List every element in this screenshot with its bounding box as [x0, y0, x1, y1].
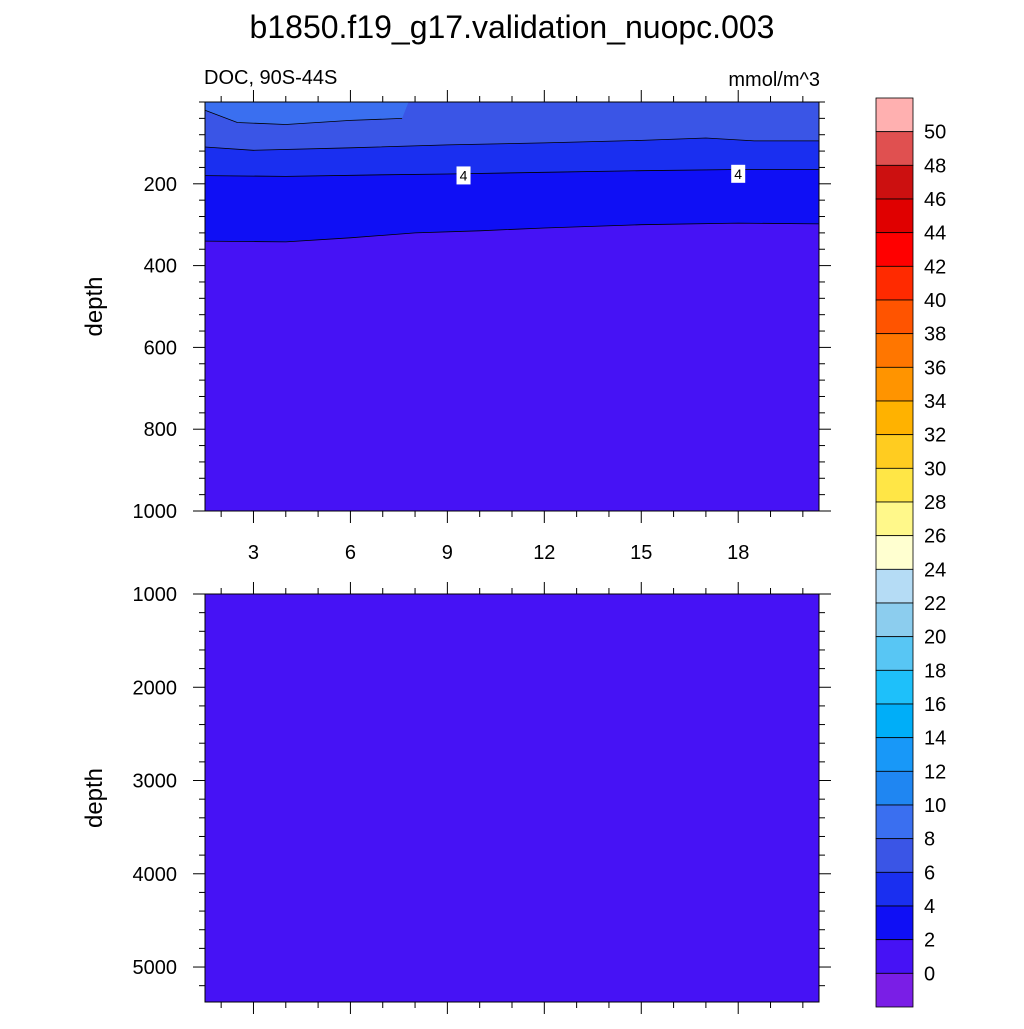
colorbar-swatch: [875, 804, 914, 840]
colorbar-label: 8: [924, 829, 935, 851]
colorbar-swatch: [875, 871, 914, 907]
colorbar-swatch: [875, 434, 914, 469]
y-tick-label: 600: [144, 337, 177, 359]
colorbar-label: 24: [924, 559, 946, 581]
x-tick-label: 3: [248, 542, 259, 564]
colorbar-swatch: [875, 299, 914, 335]
colorbar-swatch: [875, 905, 914, 941]
contour-label: 4: [734, 166, 742, 182]
x-tick-label: 15: [630, 542, 652, 564]
upper-depth-panel: 4 4 200 400 600 800 1000 3 6 9 12 15 18 depth: [81, 90, 831, 564]
colorbar-swatch: [875, 602, 914, 638]
y-axis-label: depth: [81, 276, 108, 336]
colorbar-swatch: [875, 703, 914, 739]
contour-fill-8-10: [205, 102, 409, 125]
colorbar-label: 6: [924, 862, 935, 884]
colorbar-label: 22: [924, 593, 946, 615]
chart-title: b1850.f19_g17.validation_nuopc.003: [250, 9, 775, 45]
colorbar-label: 44: [924, 223, 946, 245]
colorbar-label: 0: [924, 963, 935, 985]
colorbar-swatch: [875, 400, 914, 436]
colorbar-swatch: [875, 265, 914, 301]
colorbar-label: 34: [924, 391, 946, 413]
colorbar-swatch: [875, 501, 914, 537]
colorbar-label: 16: [924, 694, 946, 716]
colorbar-swatch: [875, 770, 914, 806]
colorbar-swatch: [875, 97, 914, 133]
colorbar-swatch: [875, 737, 914, 772]
colorbar-label: 14: [924, 728, 946, 750]
y-tick-label: 800: [144, 419, 177, 441]
colorbar-label: 30: [924, 458, 946, 480]
colorbar-swatch: [875, 972, 914, 1008]
colorbar-swatch: [875, 669, 914, 705]
colorbar-swatch: [875, 636, 914, 671]
colorbar-swatch: [875, 535, 914, 570]
colorbar-label: 26: [924, 526, 946, 548]
contour-label-box: [456, 166, 471, 185]
colorbar-label: 20: [924, 627, 946, 649]
colorbar-swatch: [875, 164, 914, 200]
x-tick-label: 18: [727, 542, 749, 564]
colorbar-label: 10: [924, 795, 946, 817]
colorbar-label: 40: [924, 290, 946, 312]
chart-left-subtitle: DOC, 90S-44S: [204, 67, 337, 89]
contour-label: 4: [460, 167, 468, 183]
contour-line: [204, 109, 403, 125]
y-tick-label: 1000: [133, 501, 178, 523]
y-tick-label: 400: [144, 256, 177, 278]
contour-line: [204, 222, 820, 243]
y-axis-label: depth: [81, 768, 108, 828]
colorbar-label: 4: [924, 896, 935, 918]
colorbar-label: 18: [924, 660, 946, 682]
contour-label-box: [731, 164, 746, 183]
colorbar-swatch: [875, 467, 914, 503]
colorbar-label: 2: [924, 930, 935, 952]
colorbar-label: 28: [924, 492, 946, 514]
lower-depth-panel: 1000 2000 3000 4000 5000 depth: [81, 582, 831, 1014]
y-tick-label: 200: [144, 174, 177, 196]
colorbar-label: 46: [924, 189, 946, 211]
y-tick-label: 4000: [133, 864, 178, 886]
contour-line: [204, 137, 819, 151]
colorbar-swatch: [875, 838, 914, 873]
contour-line: [204, 169, 819, 177]
y-tick-label: 2000: [133, 677, 178, 699]
colorbar-label: 38: [924, 324, 946, 346]
colorbar-label: 36: [924, 357, 946, 379]
colorbar: 0246810121416182022242628303234363840424…: [875, 97, 946, 1008]
colorbar-swatch: [875, 366, 914, 402]
contour-fill-0-2: [205, 594, 819, 1002]
x-tick-label: 12: [533, 542, 555, 564]
y-tick-label: 5000: [133, 957, 178, 979]
colorbar-swatch: [875, 131, 914, 166]
colorbar-label: 32: [924, 425, 946, 447]
colorbar-swatch: [875, 568, 914, 604]
colorbar-swatch: [875, 232, 914, 267]
colorbar-swatch: [875, 333, 914, 368]
y-tick-label: 1000: [133, 584, 178, 606]
chart-units-subtitle: mmol/m^3: [728, 69, 820, 91]
x-tick-label: 6: [345, 542, 356, 564]
colorbar-label: 48: [924, 155, 946, 177]
colorbar-label: 50: [924, 122, 946, 144]
y-tick-label: 3000: [133, 771, 178, 793]
x-tick-label: 9: [442, 542, 453, 564]
colorbar-label: 12: [924, 761, 946, 783]
colorbar-swatch: [875, 198, 914, 234]
colorbar-label: 42: [924, 256, 946, 278]
colorbar-swatch: [875, 939, 914, 974]
